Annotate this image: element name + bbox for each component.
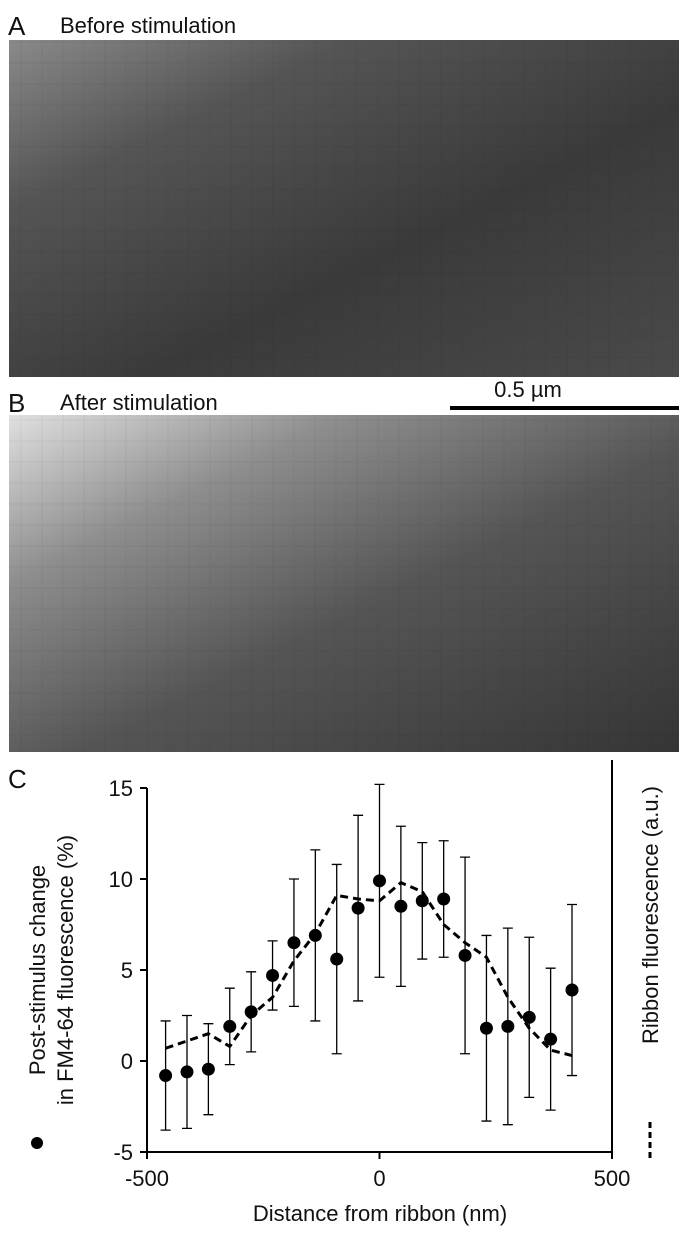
y-tick-label: 5 [121, 958, 133, 983]
x-tick-label: 500 [594, 1166, 631, 1191]
point [479, 1021, 493, 1035]
ribbon-line [165, 881, 573, 1057]
point [544, 1032, 558, 1046]
point [394, 899, 408, 913]
point [437, 892, 451, 906]
panel-label: C [8, 764, 27, 794]
x-axis-label: Distance from ribbon (nm) [253, 1201, 507, 1226]
point [287, 936, 301, 950]
panel-title: Before stimulation [60, 13, 236, 38]
point [244, 1005, 258, 1019]
point [565, 983, 579, 997]
x-tick-label: -500 [125, 1166, 169, 1191]
point [351, 901, 365, 915]
point [458, 948, 472, 962]
y-axis-label: in FM4-64 fluorescence (%) [53, 835, 78, 1105]
y-axis-label: Post-stimulus change [25, 865, 50, 1075]
scale-bar-label: 0.5 µm [494, 377, 562, 402]
point [373, 874, 386, 888]
y-tick-label: 15 [109, 776, 133, 801]
pixel-grid [9, 40, 679, 377]
point [522, 1010, 536, 1024]
point [180, 1065, 194, 1079]
point [223, 1019, 237, 1033]
point [501, 1019, 515, 1033]
legend-marker [31, 1137, 43, 1149]
panel-label: B [8, 388, 25, 418]
point [201, 1062, 215, 1076]
point [266, 968, 280, 982]
x-tick-label: 0 [373, 1166, 385, 1191]
point [330, 952, 344, 966]
y2-axis-label: Ribbon fluorescence (a.u.) [638, 786, 663, 1044]
panel-title: After stimulation [60, 390, 218, 415]
y-tick-label: -5 [113, 1140, 133, 1165]
pixel-grid [9, 415, 679, 752]
y-tick-label: 10 [109, 867, 133, 892]
y-tick-label: 0 [121, 1049, 133, 1074]
panel-label: A [8, 11, 26, 41]
point [159, 1069, 173, 1083]
